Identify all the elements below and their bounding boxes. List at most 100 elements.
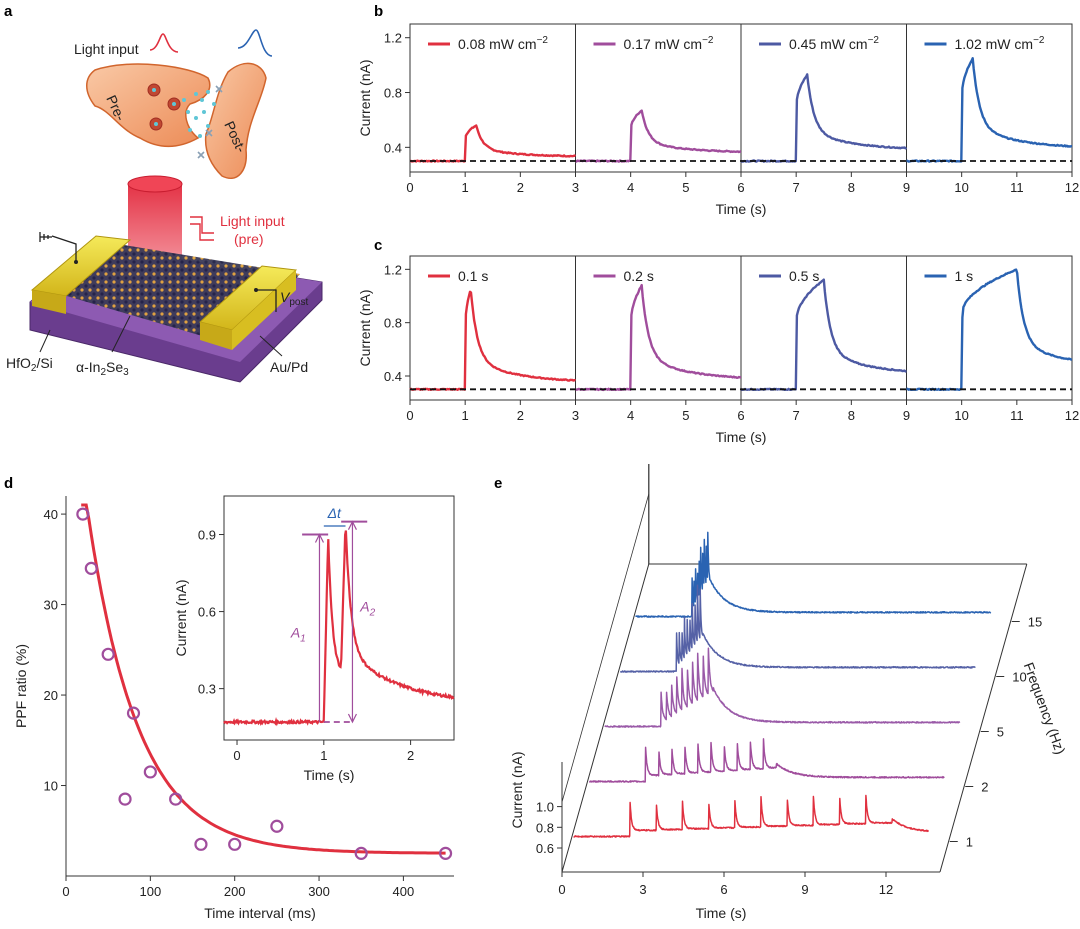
panel-e-top-edge bbox=[561, 493, 650, 803]
panel-e-xtick-label: 6 bbox=[720, 882, 727, 897]
panel-b-legend-label-4: 1.02 mW cm−2 bbox=[955, 35, 1045, 52]
panel-e-freq-label-5: 15 bbox=[1028, 615, 1042, 630]
panel-d-point-12 bbox=[438, 846, 453, 860]
panel-c-legend-label-1: 0.1 s bbox=[458, 268, 488, 284]
inset-trace bbox=[223, 530, 455, 727]
panel-e-freq-label-1: 1 bbox=[966, 835, 973, 850]
panel-c-xtick-label: 4 bbox=[627, 408, 634, 423]
panel-e-zaxis bbox=[939, 563, 1028, 873]
inset-a2-arrowhead-bottom bbox=[347, 713, 357, 724]
inset-ytick-label: 0.6 bbox=[198, 605, 216, 620]
aupd-label: Au/Pd bbox=[270, 359, 308, 375]
panel-c-ytick-label: 0.8 bbox=[384, 316, 402, 331]
panel-label-a: a bbox=[4, 3, 13, 20]
panel-b-legend-label-1: 0.08 mW cm−2 bbox=[458, 35, 548, 52]
panel-b-xtick-label: 1 bbox=[462, 180, 469, 195]
panel-b-legend-label-3: 0.45 mW cm−2 bbox=[789, 35, 879, 52]
panel-c-ylabel: Current (nA) bbox=[357, 289, 373, 366]
panel-d-ytick-label: 30 bbox=[44, 598, 58, 613]
panel-e-zlabel: Frequency (Hz) bbox=[1021, 660, 1069, 756]
panel-c-xtick-label: 11 bbox=[1010, 408, 1024, 423]
panel-e-xlabel: Time (s) bbox=[696, 905, 747, 921]
hfo2-label: HfO2/Si bbox=[6, 355, 53, 374]
panel-c-xtick-label: 5 bbox=[682, 408, 689, 423]
panel-b-series-line-1 bbox=[409, 124, 577, 163]
panel-b-xtick-label: 0 bbox=[406, 180, 413, 195]
panel-c-series-line-4 bbox=[906, 268, 1073, 392]
panel-d-ytick-label: 10 bbox=[44, 779, 58, 794]
panel-c-xtick-label: 10 bbox=[954, 408, 968, 423]
panel-e-freq-label-2: 2 bbox=[981, 780, 988, 795]
inset-frame bbox=[223, 495, 455, 741]
panel-c-xtick-label: 3 bbox=[572, 408, 579, 423]
inset-ytick-label: 0.3 bbox=[198, 682, 216, 697]
panel-d-point-10 bbox=[270, 819, 284, 833]
panel-c-series-line-1 bbox=[409, 290, 576, 391]
panel-d-ytick-label: 20 bbox=[44, 688, 58, 703]
panel-d-point-9 bbox=[228, 837, 242, 851]
panel-c-series-line-3 bbox=[740, 278, 907, 391]
panel-e-ylabel: Current (nA) bbox=[509, 751, 525, 828]
panel-b-legend-label-2: 0.17 mW cm−2 bbox=[624, 35, 714, 52]
inset-a1-arrowhead bbox=[314, 533, 325, 543]
panel-d-point-6 bbox=[143, 765, 157, 779]
panel-b-series-line-2 bbox=[575, 109, 742, 163]
inset-a2-arrowhead bbox=[347, 520, 357, 530]
panel-c-xtick-label: 7 bbox=[793, 408, 800, 423]
panel-d-xtick-label: 0 bbox=[62, 884, 69, 899]
panel-b-ytick-label: 1.2 bbox=[384, 31, 402, 46]
v-post-label: Vpost bbox=[280, 289, 308, 308]
panel-e-series-line-2 bbox=[588, 738, 945, 783]
light-pulse-icon bbox=[149, 33, 179, 53]
panel-d-xtick-label: 300 bbox=[308, 884, 330, 899]
panel-b-xtick-label: 12 bbox=[1065, 180, 1079, 195]
panel-d-xtick-label: 400 bbox=[393, 884, 415, 899]
panel-c-xtick-label: 0 bbox=[406, 408, 413, 423]
inset-xtick-label: 1 bbox=[320, 748, 327, 763]
panel-c-legend-label-2: 0.2 s bbox=[624, 268, 654, 284]
panel-b-ytick-label: 0.8 bbox=[384, 86, 402, 101]
panel-e-ytick-label: 0.8 bbox=[536, 820, 554, 835]
inset-xtick-label: 0 bbox=[233, 748, 240, 763]
panel-d-ylabel: PPF ratio (%) bbox=[13, 644, 29, 728]
panel-d-point-3 bbox=[101, 647, 115, 661]
panel-e-ytick-label: 1.0 bbox=[536, 800, 554, 815]
panel-b-xlabel: Time (s) bbox=[716, 201, 767, 217]
panel-b-xtick-label: 4 bbox=[627, 180, 634, 195]
panel-e-axes-left bbox=[561, 464, 650, 873]
panel-e-xtick-label: 3 bbox=[639, 882, 646, 897]
panel-e-freq-label-3: 5 bbox=[997, 725, 1004, 740]
panel-d-point-4 bbox=[118, 792, 132, 806]
light-pulse-symbol bbox=[190, 216, 214, 241]
light-input-pre-line2: (pre) bbox=[234, 231, 264, 247]
panel-e-series-line-3 bbox=[604, 647, 961, 728]
panel-e-back-wall bbox=[648, 464, 1027, 565]
inset-xlabel: Time (s) bbox=[304, 767, 355, 783]
panel-c-ytick-label: 0.4 bbox=[384, 369, 402, 384]
inset-dt-label: Δt bbox=[327, 505, 342, 521]
panel-c-xtick-label: 9 bbox=[903, 408, 910, 423]
panel-d-point-2 bbox=[84, 561, 98, 575]
panel-c-series-line-2 bbox=[575, 283, 742, 392]
panel-c-xtick-label: 2 bbox=[517, 408, 524, 423]
panel-e-series-line-1 bbox=[573, 794, 929, 838]
panel-d-fit-curve bbox=[81, 503, 446, 855]
inset-ylabel: Current (nA) bbox=[173, 579, 189, 656]
post-pulse-icon bbox=[237, 29, 273, 57]
panel-e-series-line-4 bbox=[619, 584, 976, 673]
panel-b-xtick-label: 6 bbox=[737, 180, 744, 195]
panel-b-xtick-label: 8 bbox=[848, 180, 855, 195]
panel-e-ytick-label: 0.6 bbox=[536, 841, 554, 856]
panel-b-xtick-label: 10 bbox=[954, 180, 968, 195]
panel-d-xlabel: Time interval (ms) bbox=[204, 905, 316, 921]
panel-d-xtick-label: 200 bbox=[224, 884, 246, 899]
panel-label-e: e bbox=[494, 475, 502, 492]
panel-label-d: d bbox=[4, 475, 13, 492]
device-schematic: Light input Pre- Post- Light input (pre) bbox=[6, 29, 323, 383]
panel-b-xtick-label: 11 bbox=[1010, 180, 1024, 195]
panel-c-xtick-label: 6 bbox=[737, 408, 744, 423]
